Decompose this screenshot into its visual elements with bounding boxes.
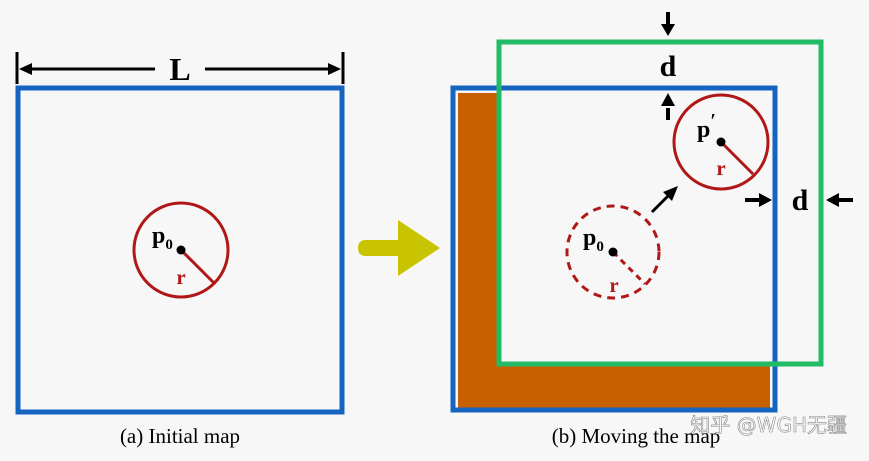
moved-circle: p′ r bbox=[672, 93, 770, 191]
panel-b: p0 r p′ r d bbox=[450, 12, 853, 448]
initial-point-dot bbox=[176, 245, 186, 255]
watermark: 知乎 @WGH无疆 bbox=[690, 413, 847, 437]
moved-point-main: p bbox=[697, 117, 710, 143]
initial-point-label: p0 bbox=[152, 223, 173, 253]
moved-point-prime: ′ bbox=[710, 110, 716, 132]
vertical-shift-dimension: d bbox=[660, 12, 677, 120]
original-point-sub: 0 bbox=[596, 239, 604, 255]
original-point-main: p bbox=[583, 225, 596, 251]
caption-b: (b) Moving the map bbox=[552, 424, 721, 448]
length-dimension: L bbox=[15, 51, 345, 87]
panel-a: L p0 r (a) Initial map bbox=[15, 51, 345, 448]
initial-point-main: p bbox=[152, 223, 165, 249]
original-circle-dashed: p0 r bbox=[565, 204, 661, 300]
original-point-dot bbox=[608, 247, 618, 257]
original-point-label: p0 bbox=[583, 225, 604, 255]
movement-arrow bbox=[650, 186, 678, 214]
moved-point-label: p′ bbox=[697, 110, 716, 143]
original-map-square bbox=[450, 85, 778, 413]
moved-radius-label: r bbox=[716, 156, 725, 180]
caption-a: (a) Initial map bbox=[120, 424, 240, 448]
initial-radius-label: r bbox=[176, 265, 185, 289]
initial-circle: p0 r bbox=[132, 201, 230, 299]
original-radius-label: r bbox=[609, 273, 618, 297]
length-label: L bbox=[169, 51, 190, 87]
moved-point-dot bbox=[716, 137, 726, 147]
initial-point-sub: 0 bbox=[165, 237, 173, 253]
uncovered-region bbox=[458, 93, 770, 408]
initial-map-square bbox=[15, 85, 345, 415]
moved-map-square bbox=[496, 39, 824, 367]
vertical-shift-label: d bbox=[660, 50, 677, 83]
transition-arrow bbox=[358, 220, 440, 276]
horizontal-shift-label: d bbox=[792, 184, 809, 217]
horizontal-shift-dimension: d bbox=[745, 184, 853, 217]
